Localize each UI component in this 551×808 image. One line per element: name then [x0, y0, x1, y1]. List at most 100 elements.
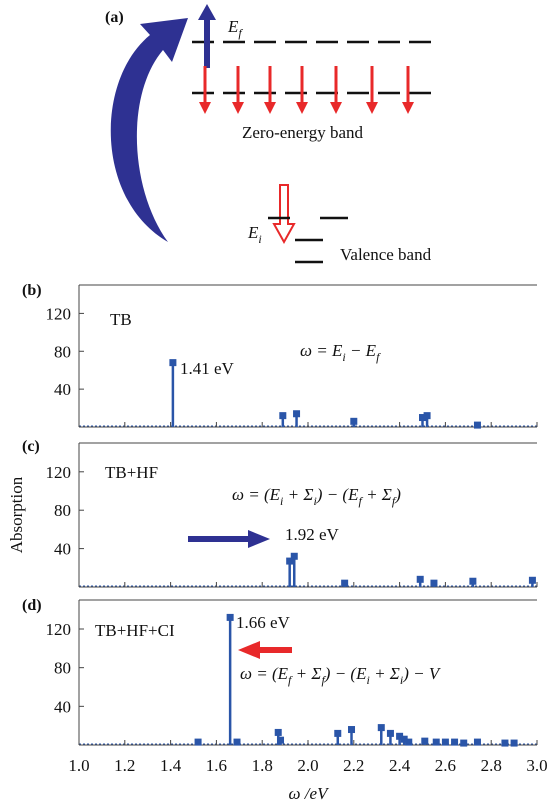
y-tick-label: 40 [54, 380, 71, 399]
stem [279, 412, 287, 427]
diagram: (a) Ef Zero-energy band Ei Valence band [105, 4, 432, 264]
panel-label: (a) [105, 9, 124, 26]
stem-head [528, 576, 536, 584]
stem [421, 737, 429, 745]
stem-head [400, 735, 408, 743]
stem [341, 579, 349, 587]
stem [441, 738, 449, 746]
hole-arrow [272, 184, 296, 245]
x-tick-label: 1.0 [68, 756, 89, 775]
stem [226, 613, 234, 745]
y-axis-label: Absorption [7, 476, 26, 553]
series-name: TB [110, 310, 132, 329]
formula-part: + Σ [370, 664, 400, 683]
stem-head [419, 414, 426, 422]
peak-label: 1.66 eV [236, 613, 291, 632]
stem-head [334, 729, 342, 737]
stem-head [194, 738, 202, 746]
stem [334, 729, 342, 745]
stem-head [432, 738, 440, 746]
formula-sub: f [392, 494, 397, 508]
panel-label: (c) [22, 438, 40, 455]
stem [348, 726, 356, 745]
stem-head [405, 738, 413, 746]
stem-head [233, 738, 241, 746]
stem [194, 738, 202, 746]
peak-label: 1.41 eV [180, 359, 235, 378]
stem-head [473, 421, 481, 429]
x-tick-label: 2.6 [435, 756, 456, 775]
stem [396, 732, 404, 745]
stem-head [341, 579, 349, 587]
formula: ω = (Ef + Σf) − (Ei + Σi) − V [240, 664, 442, 687]
x-tick-label: 2.0 [297, 756, 318, 775]
ef-label: Ef [227, 17, 243, 40]
y-tick-label: 80 [54, 501, 71, 520]
stem [473, 421, 481, 429]
stem-head [279, 412, 287, 420]
stem-head [348, 726, 356, 734]
shift-arrow-head [238, 641, 260, 659]
red-arrows [199, 66, 414, 114]
stem [473, 738, 481, 746]
formula-part: ) − (E [316, 485, 359, 504]
stem [169, 359, 177, 427]
formula-sub: i [280, 494, 283, 508]
stem [430, 579, 438, 587]
formula-sub: i [313, 494, 316, 508]
panel-label: (b) [22, 282, 42, 299]
stem-head [421, 737, 429, 745]
stem [432, 738, 440, 746]
stem-head [396, 732, 404, 740]
y-tick-label: 80 [54, 342, 71, 361]
formula-sub: f [321, 673, 326, 687]
stem-head [469, 577, 477, 585]
series-name: TB+HF [105, 463, 158, 482]
ei-label: Ei [247, 223, 262, 246]
stem [405, 738, 413, 746]
stem [293, 410, 301, 427]
panel-label: (d) [22, 597, 42, 614]
stem-head [274, 728, 282, 736]
stem-head [277, 736, 285, 744]
x-tick-label: 1.2 [114, 756, 135, 775]
stem-head [423, 412, 431, 420]
formula: ω = (Ei + Σi) − (Ef + Σf) [232, 485, 401, 508]
stem-head [430, 579, 438, 587]
y-tick-label: 120 [46, 620, 72, 639]
stem-head [501, 739, 509, 747]
x-tick-label: 1.4 [160, 756, 182, 775]
formula-part: ω = (E [232, 485, 281, 504]
stem-head [169, 359, 177, 367]
stem-head [293, 410, 301, 418]
stem [350, 417, 358, 427]
x-axis-label: ω /eV [289, 784, 331, 803]
x-tick-label: 2.2 [343, 756, 364, 775]
x-tick-label: 3.0 [526, 756, 547, 775]
x-tick-label: 2.8 [481, 756, 502, 775]
x-tick-label: 1.6 [206, 756, 227, 775]
stem [233, 738, 241, 746]
stem [377, 724, 385, 745]
y-tick-label: 40 [54, 697, 71, 716]
x-tick-label: 2.4 [389, 756, 411, 775]
formula-sub: i [400, 673, 403, 687]
formula-part: ω = (E [240, 664, 289, 683]
formula-part: − E [346, 341, 377, 360]
stem-head [510, 739, 518, 747]
formula-part: ) [394, 485, 401, 504]
zero-band-label: Zero-energy band [242, 123, 363, 142]
formula-part: ) − (E [324, 664, 367, 683]
formula-sub: i [366, 673, 369, 687]
stem-head [473, 738, 481, 746]
formula-part: ω = E [300, 341, 343, 360]
x-tick-label: 1.8 [252, 756, 273, 775]
stem [290, 552, 298, 587]
y-tick-label: 40 [54, 540, 71, 559]
peak-label: 1.92 eV [285, 525, 340, 544]
series-name: TB+HF+CI [95, 621, 175, 640]
stem [386, 729, 394, 745]
y-tick-label: 120 [46, 304, 72, 323]
formula-part: + Σ [291, 664, 321, 683]
